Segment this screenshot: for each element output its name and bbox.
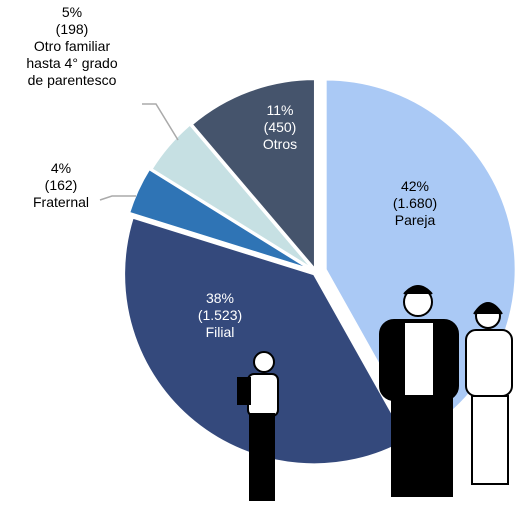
percent-label: 4% — [50, 160, 72, 176]
percent-label: 11% — [266, 102, 294, 118]
slice-label: 38% (1.523) Filial — [165, 290, 275, 341]
slice-label: 11% (450) Otros — [225, 102, 335, 153]
count-label: (162) — [44, 177, 78, 193]
slice-label: 5% (198) Otro familiar hasta 4° grado de p… — [17, 4, 127, 89]
category-label: Pareja — [394, 212, 436, 228]
category-label: Otros — [262, 136, 298, 152]
percent-label: 5% — [61, 4, 83, 20]
illustration — [237, 285, 513, 501]
slices — [123, 78, 517, 466]
count-label: (198) — [55, 21, 89, 37]
category-label: Otro familiar hasta 4° grado de parentes… — [26, 38, 118, 88]
category-label: Fraternal — [32, 194, 90, 210]
count-label: (1.523) — [197, 307, 243, 323]
leader-line — [142, 103, 179, 141]
percent-label: 42% — [400, 178, 430, 194]
category-label: Filial — [205, 324, 235, 340]
pie-slice — [190, 78, 316, 272]
percent-label: 38% — [205, 290, 235, 306]
slice-label: 4% (162) Fraternal — [6, 160, 116, 211]
count-label: (450) — [263, 119, 297, 135]
pie-slice — [123, 216, 409, 466]
leader-line — [99, 195, 136, 201]
pie-slice — [150, 123, 314, 271]
pie-slice — [127, 167, 312, 271]
slice-label: 42% (1.680) Pareja — [360, 178, 470, 229]
count-label: (1.680) — [392, 195, 438, 211]
